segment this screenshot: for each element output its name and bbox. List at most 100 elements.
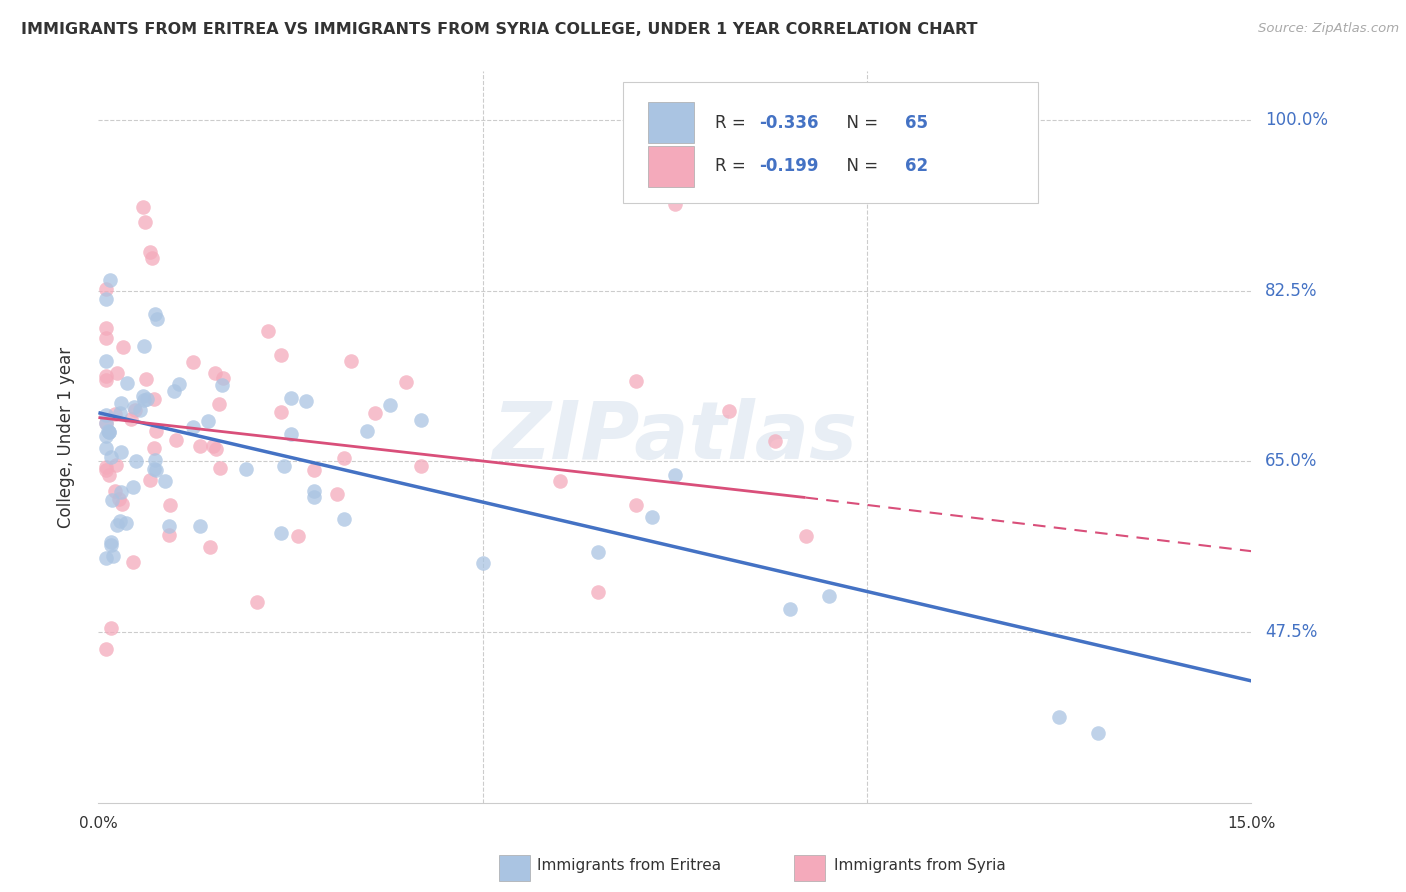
Point	[586, 585, 609, 599]
Text: 47.5%: 47.5%	[1265, 624, 1317, 641]
Point	[143, 441, 166, 455]
Point	[256, 324, 278, 338]
Text: 65: 65	[905, 113, 928, 131]
Point	[339, 353, 361, 368]
Point	[411, 412, 433, 426]
Text: Source: ZipAtlas.com: Source: ZipAtlas.com	[1258, 22, 1399, 36]
Point	[157, 519, 180, 533]
Point	[145, 424, 167, 438]
Point	[94, 642, 117, 657]
Point	[159, 499, 181, 513]
Point	[188, 439, 211, 453]
Point	[145, 463, 167, 477]
Text: Immigrants from Syria: Immigrants from Syria	[834, 858, 1005, 872]
Point	[280, 391, 302, 405]
Point	[211, 378, 233, 392]
Point	[1047, 710, 1070, 724]
Text: R =: R =	[716, 113, 751, 131]
Point	[302, 483, 325, 498]
Point	[94, 429, 117, 443]
Text: -0.336: -0.336	[759, 113, 818, 131]
Point	[294, 393, 316, 408]
Point	[169, 377, 191, 392]
Text: 65.0%: 65.0%	[1265, 452, 1317, 470]
Point	[97, 425, 120, 439]
Point	[302, 490, 325, 504]
Point	[98, 273, 121, 287]
Point	[97, 425, 120, 440]
Point	[94, 416, 117, 430]
Point	[108, 406, 131, 420]
Point	[117, 376, 139, 390]
Point	[94, 460, 117, 475]
Point	[134, 215, 156, 229]
Y-axis label: College, Under 1 year: College, Under 1 year	[56, 346, 75, 528]
Point	[94, 416, 117, 430]
Text: 100.0%: 100.0%	[1265, 112, 1329, 129]
Point	[104, 458, 127, 472]
Point	[135, 371, 157, 385]
Point	[280, 426, 302, 441]
Point	[641, 510, 664, 524]
Point	[139, 473, 162, 487]
Text: Immigrants from Eritrea: Immigrants from Eritrea	[537, 858, 721, 872]
Point	[664, 468, 686, 483]
Point	[326, 486, 349, 500]
Point	[145, 312, 167, 326]
Point	[110, 395, 132, 409]
Point	[94, 321, 117, 335]
Point	[356, 424, 378, 438]
Point	[125, 454, 148, 468]
Text: ZIPatlas: ZIPatlas	[492, 398, 858, 476]
Point	[395, 375, 418, 389]
Point	[134, 393, 156, 408]
Point	[270, 348, 292, 362]
Point	[139, 244, 162, 259]
Point	[94, 331, 117, 345]
Point	[209, 461, 232, 475]
Point	[105, 366, 128, 380]
Point	[100, 621, 122, 635]
Point	[235, 462, 257, 476]
Point	[763, 434, 786, 449]
Point	[142, 462, 165, 476]
Point	[111, 497, 134, 511]
Point	[132, 388, 155, 402]
Point	[411, 458, 433, 473]
Point	[779, 601, 801, 615]
Point	[626, 498, 648, 512]
Point	[626, 375, 648, 389]
Point	[717, 403, 740, 417]
Text: 82.5%: 82.5%	[1265, 282, 1317, 300]
Point	[201, 439, 224, 453]
Point	[94, 442, 117, 456]
Point	[94, 409, 117, 423]
Point	[94, 369, 117, 384]
Point	[333, 450, 356, 465]
Point	[333, 512, 356, 526]
Point	[270, 525, 292, 540]
Point	[107, 492, 129, 507]
Point	[163, 384, 186, 398]
Point	[302, 463, 325, 477]
Point	[181, 419, 204, 434]
Point	[364, 406, 387, 420]
Point	[104, 408, 127, 422]
Point	[548, 474, 571, 488]
Point	[110, 485, 132, 500]
Point	[132, 339, 155, 353]
Point	[183, 355, 205, 369]
Point	[122, 400, 145, 414]
Text: R =: R =	[716, 158, 751, 176]
Point	[94, 463, 117, 477]
FancyBboxPatch shape	[648, 146, 695, 186]
Point	[101, 493, 124, 508]
Point	[94, 550, 117, 565]
Point	[100, 538, 122, 552]
Point	[471, 557, 494, 571]
Point	[143, 453, 166, 467]
Point	[108, 514, 131, 528]
Point	[197, 413, 219, 427]
Point	[98, 467, 121, 482]
Text: 15.0%: 15.0%	[1227, 816, 1275, 831]
